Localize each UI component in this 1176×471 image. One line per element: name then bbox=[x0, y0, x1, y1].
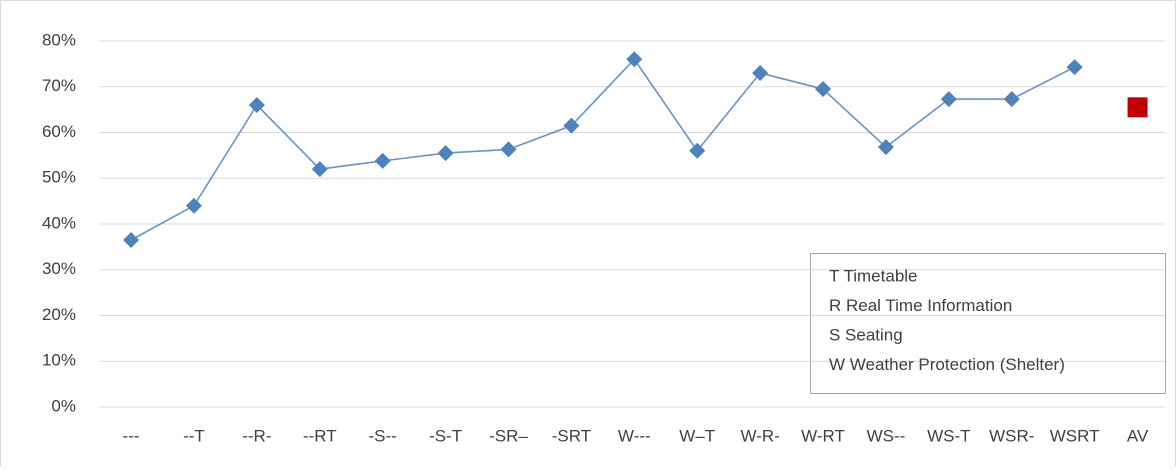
annotation-box bbox=[810, 253, 1166, 394]
annotation: R Real Time Information bbox=[829, 296, 1012, 315]
y-tick-label: 10% bbox=[42, 351, 76, 370]
marker-diamond bbox=[689, 142, 706, 159]
y-tick-label: 50% bbox=[42, 168, 76, 187]
y-tick-label: 80% bbox=[42, 30, 76, 49]
x-tick-label: W–T bbox=[679, 426, 715, 445]
marker-diamond bbox=[877, 139, 894, 156]
annotation: W Weather Protection (Shelter) bbox=[829, 355, 1065, 374]
marker-diamond bbox=[563, 117, 580, 134]
marker-diamond bbox=[248, 97, 265, 114]
marker-diamond bbox=[185, 197, 202, 214]
marker-diamond bbox=[1066, 59, 1083, 76]
annotation: T Timetable bbox=[829, 266, 918, 285]
x-tick-label: W--- bbox=[618, 426, 651, 445]
annotation: S Seating bbox=[829, 325, 903, 344]
x-tick-label: AV bbox=[1127, 426, 1149, 445]
marker-diamond bbox=[500, 141, 517, 158]
y-tick-label: 70% bbox=[42, 76, 76, 95]
x-tick-label: WSRT bbox=[1050, 426, 1100, 445]
x-tick-label: -S-- bbox=[369, 426, 397, 445]
marker-diamond bbox=[626, 51, 643, 68]
x-tick-label: --- bbox=[123, 426, 140, 445]
x-tick-label: -SRT bbox=[552, 426, 591, 445]
x-tick-label: WS-T bbox=[927, 426, 970, 445]
x-tick-label: -SR– bbox=[489, 426, 528, 445]
x-tick-label: -S-T bbox=[429, 426, 462, 445]
marker-diamond bbox=[752, 65, 769, 82]
y-tick-label: 20% bbox=[42, 305, 76, 324]
marker-diamond bbox=[311, 161, 328, 178]
marker-square bbox=[1127, 97, 1148, 118]
marker-diamond bbox=[815, 81, 832, 98]
y-tick-label: 40% bbox=[42, 213, 76, 232]
x-tick-label: WSR- bbox=[989, 426, 1034, 445]
x-tick-label: WS-- bbox=[867, 426, 906, 445]
x-tick-label: --R- bbox=[242, 426, 271, 445]
marker-diamond bbox=[123, 232, 140, 249]
marker-diamond bbox=[374, 152, 391, 169]
x-tick-label: W-R- bbox=[740, 426, 779, 445]
x-tick-label: --T bbox=[183, 426, 205, 445]
x-tick-label: --RT bbox=[303, 426, 337, 445]
marker-diamond bbox=[940, 91, 957, 108]
marker-diamond bbox=[1003, 91, 1020, 108]
y-tick-label: 30% bbox=[42, 259, 76, 278]
marker-diamond bbox=[437, 145, 454, 162]
y-tick-label: 0% bbox=[51, 396, 76, 415]
x-tick-label: W-RT bbox=[801, 426, 845, 445]
y-tick-label: 60% bbox=[42, 122, 76, 141]
series-line bbox=[130, 58, 1076, 241]
